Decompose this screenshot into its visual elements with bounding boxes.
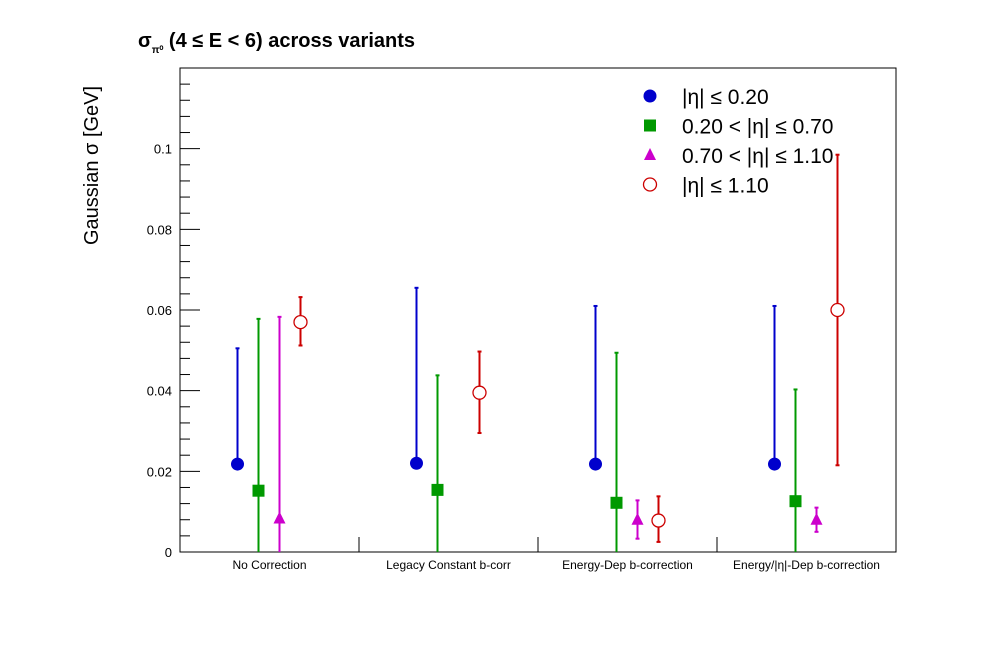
title-subscript: π⁰ <box>152 45 164 56</box>
x-category-label: No Correction <box>232 558 306 572</box>
data-point <box>273 511 286 524</box>
y-tick-label: 0 <box>165 545 172 560</box>
legend-label: |η| ≤ 0.20 <box>682 86 769 109</box>
data-point <box>768 457 781 471</box>
data-point <box>789 495 802 508</box>
data-point <box>410 456 423 470</box>
data-point <box>472 385 487 400</box>
title-rest: (4 ≤ E < 6) across variants <box>163 30 415 52</box>
chart-title: σπ⁰ (4 ≤ E < 6) across variants <box>138 30 415 56</box>
data-point <box>651 513 666 528</box>
data-point <box>431 483 444 496</box>
legend-label: |η| ≤ 1.10 <box>682 175 769 198</box>
data-point <box>631 512 644 525</box>
legend-marker <box>644 148 656 160</box>
y-tick-label: 0.02 <box>147 464 172 479</box>
plot-frame <box>179 67 897 553</box>
x-category-label: Energy/|η|-Dep b-correction <box>733 558 880 572</box>
data-point <box>610 496 623 509</box>
data-point <box>810 512 823 525</box>
data-point <box>252 484 265 497</box>
y-tick-label: 0.1 <box>154 142 172 157</box>
axes: 0 0.02 0.04 0.06 0.08 0.1 No Correction Legacy … <box>147 67 880 572</box>
y-tick-label: 0.04 <box>147 384 172 399</box>
data-point <box>589 457 602 471</box>
data-point <box>231 457 244 471</box>
y-tick-label: 0.08 <box>147 222 172 237</box>
data-point <box>830 302 845 318</box>
x-category-label: Legacy Constant b-corr <box>386 558 511 572</box>
legend-marker <box>644 119 656 132</box>
legend-marker <box>643 89 657 103</box>
legend-label: 0.70 < |η| ≤ 1.10 <box>682 145 833 168</box>
data-point <box>293 314 308 330</box>
legend-label: 0.20 < |η| ≤ 0.70 <box>682 116 833 139</box>
title-sigma: σ <box>138 30 152 52</box>
legend: |η| ≤ 0.20 0.20 < |η| ≤ 0.70 0.70 < |η| ≤ … <box>642 86 833 198</box>
y-tick-label: 0.06 <box>147 303 172 318</box>
legend-marker <box>642 177 658 192</box>
data-marks <box>231 153 845 552</box>
y-axis-label: Gaussian σ [GeV] <box>81 86 103 245</box>
x-category-label: Energy-Dep b-correction <box>562 558 693 572</box>
